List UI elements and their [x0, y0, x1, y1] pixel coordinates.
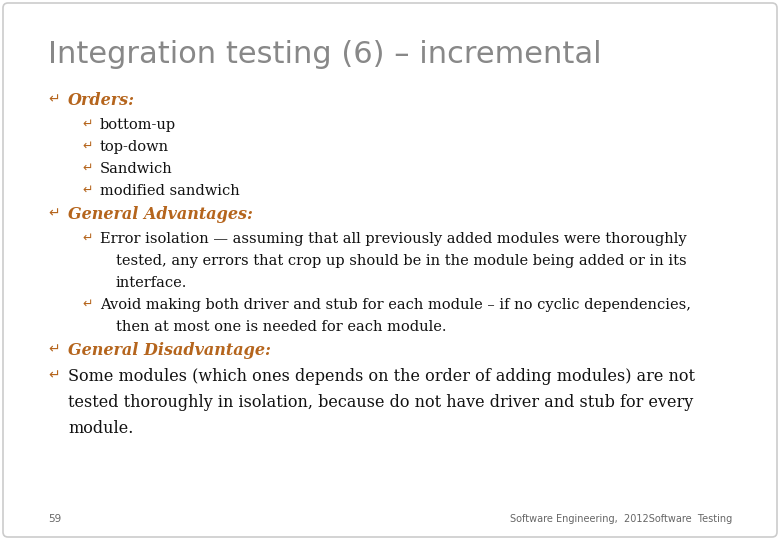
FancyBboxPatch shape [3, 3, 777, 537]
Text: interface.: interface. [116, 276, 187, 290]
Text: Orders:: Orders: [68, 92, 135, 109]
Text: ↵: ↵ [48, 368, 59, 382]
Text: top-down: top-down [100, 140, 169, 154]
Text: ↵: ↵ [82, 298, 93, 311]
Text: ↵: ↵ [82, 162, 93, 175]
Text: 59: 59 [48, 514, 62, 524]
Text: bottom-up: bottom-up [100, 118, 176, 132]
Text: ↵: ↵ [48, 206, 59, 220]
Text: Sandwich: Sandwich [100, 162, 172, 176]
Text: tested thoroughly in isolation, because do not have driver and stub for every: tested thoroughly in isolation, because … [68, 394, 693, 411]
Text: then at most one is needed for each module.: then at most one is needed for each modu… [116, 320, 446, 334]
Text: Error isolation — assuming that all previously added modules were thoroughly: Error isolation — assuming that all prev… [100, 232, 686, 246]
Text: ↵: ↵ [48, 92, 59, 106]
Text: General Disadvantage:: General Disadvantage: [68, 342, 271, 359]
Text: Avoid making both driver and stub for each module – if no cyclic dependencies,: Avoid making both driver and stub for ea… [100, 298, 691, 312]
Text: tested, any errors that crop up should be in the module being added or in its: tested, any errors that crop up should b… [116, 254, 686, 268]
Text: ↵: ↵ [82, 232, 93, 245]
Text: Integration testing (6) – incremental: Integration testing (6) – incremental [48, 40, 601, 69]
Text: ↵: ↵ [82, 140, 93, 153]
Text: module.: module. [68, 420, 133, 437]
Text: ↵: ↵ [48, 342, 59, 356]
Text: Software Engineering,  2012Software  Testing: Software Engineering, 2012Software Testi… [510, 514, 732, 524]
Text: General Advantages:: General Advantages: [68, 206, 253, 223]
Text: modified sandwich: modified sandwich [100, 184, 239, 198]
Text: ↵: ↵ [82, 118, 93, 131]
Text: ↵: ↵ [82, 184, 93, 197]
Text: Some modules (which ones depends on the order of adding modules) are not: Some modules (which ones depends on the … [68, 368, 695, 385]
